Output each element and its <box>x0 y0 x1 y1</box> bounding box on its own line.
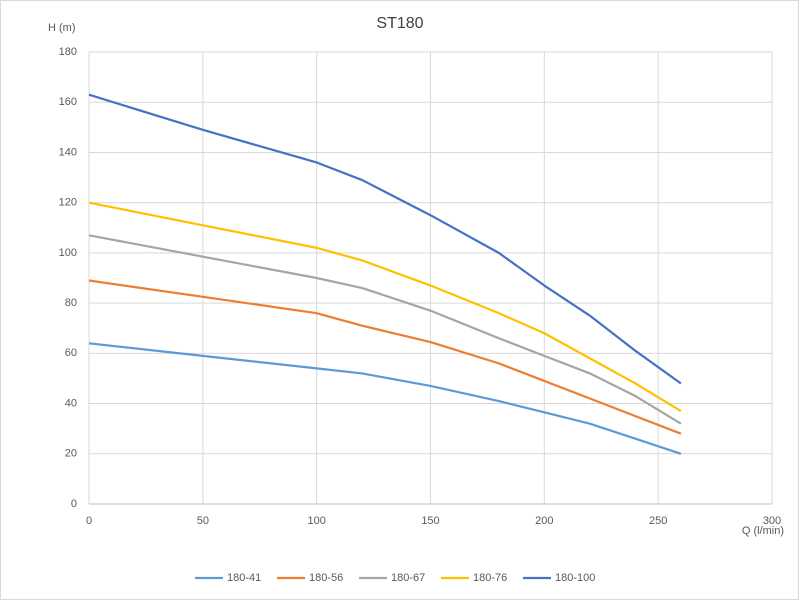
chart-title: ST180 <box>376 15 423 32</box>
legend-label: 180-76 <box>473 572 507 584</box>
series-line <box>88 93 682 385</box>
legend-label: 180-100 <box>555 572 595 584</box>
series-line <box>88 201 682 413</box>
y-tick-label: 140 <box>59 146 77 158</box>
y-tick-label: 40 <box>65 397 77 409</box>
y-tick-label: 0 <box>71 498 77 510</box>
x-tick-label: 150 <box>421 515 439 527</box>
y-tick-label: 120 <box>59 197 77 209</box>
x-axis-label: Q (l/min) <box>742 525 784 537</box>
x-tick-label: 0 <box>86 515 92 527</box>
legend-label: 180-56 <box>309 572 343 584</box>
y-tick-label: 80 <box>65 297 77 309</box>
y-tick-label: 180 <box>59 46 77 58</box>
series-line <box>88 279 682 435</box>
series-line <box>88 234 682 425</box>
series-line <box>88 342 682 455</box>
legend-label: 180-41 <box>227 572 261 584</box>
x-tick-label: 100 <box>307 515 325 527</box>
y-tick-label: 20 <box>65 448 77 460</box>
x-tick-label: 50 <box>197 515 209 527</box>
x-tick-label: 250 <box>649 515 667 527</box>
y-axis-label: H (m) <box>48 22 76 34</box>
x-tick-label: 300 <box>763 515 781 527</box>
y-tick-label: 60 <box>65 347 77 359</box>
y-tick-label: 160 <box>59 96 77 108</box>
x-tick-label: 200 <box>535 515 553 527</box>
y-tick-label: 100 <box>59 247 77 259</box>
legend-label: 180-67 <box>391 572 425 584</box>
